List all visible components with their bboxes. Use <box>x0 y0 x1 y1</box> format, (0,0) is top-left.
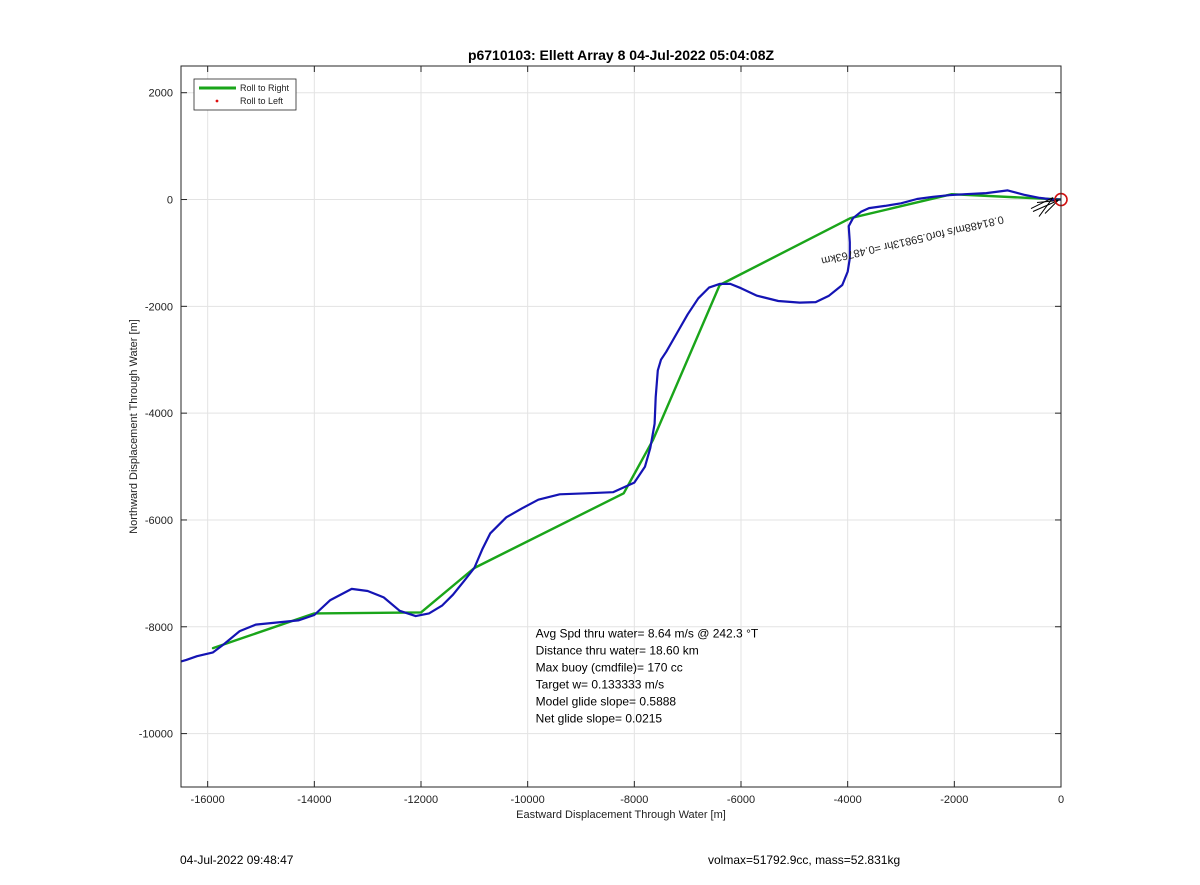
x-tick-label: -16000 <box>191 794 225 806</box>
y-tick-label: -4000 <box>145 408 173 420</box>
stats-line: Target w= 0.133333 m/s <box>536 677 664 691</box>
axis-ticks: -16000 -14000 -12000 -10000 -8000 -6000 -4000 -… <box>139 66 1064 806</box>
x-tick-label: -14000 <box>297 794 331 806</box>
legend-label-roll-left: Roll to Left <box>240 96 284 106</box>
x-tick-label: -2000 <box>940 794 968 806</box>
x-tick-label: -6000 <box>727 794 755 806</box>
y-tick-label: 0 <box>167 195 173 207</box>
stats-line: Avg Spd thru water= 8.64 m/s @ 242.3 °T <box>536 626 759 640</box>
y-tick-label: -8000 <box>145 622 173 634</box>
stats-line: Max buoy (cmdfile)= 170 cc <box>536 660 683 674</box>
y-tick-label: -2000 <box>145 301 173 313</box>
axes-frame <box>180 65 1062 788</box>
series-roll-to-right <box>211 192 1061 650</box>
legend-swatch-roll-left <box>215 99 219 103</box>
current-arrow-head <box>1036 199 1060 214</box>
y-tick-label: 2000 <box>149 88 173 100</box>
x-tick-label: 0 <box>1058 794 1064 806</box>
y-axis-label: Northward Displacement Through Water [m] <box>128 319 140 534</box>
current-arrow-shaft <box>1032 200 1059 212</box>
x-tick-label: -4000 <box>834 794 862 806</box>
legend-box <box>193 78 297 111</box>
footer-mass-info: volmax=51792.9cc, mass=52.831kg <box>708 853 901 867</box>
x-tick-label: -10000 <box>511 794 545 806</box>
stats-line: Distance thru water= 18.60 km <box>536 643 699 657</box>
stats-line: Net glide slope= 0.0215 <box>536 711 663 725</box>
chart-title: p6710103: Ellett Array 8 04-Jul-2022 05:… <box>468 47 775 63</box>
legend-label-roll-right: Roll to Right <box>240 83 290 93</box>
y-tick-label: -6000 <box>145 515 173 527</box>
x-tick-label: -8000 <box>620 794 648 806</box>
stats-line: Model glide slope= 0.5888 <box>536 694 677 708</box>
series-track <box>181 189 1061 663</box>
y-tick-label: -10000 <box>139 729 173 741</box>
current-arrow-head <box>1030 197 1054 217</box>
footer-timestamp: 04-Jul-2022 09:48:47 <box>180 853 294 867</box>
legend: Roll to Right Roll to Left <box>193 78 297 111</box>
data-series <box>181 189 1061 663</box>
grid-lines <box>181 66 1062 787</box>
x-tick-label: -12000 <box>404 794 438 806</box>
x-axis-label: Eastward Displacement Through Water [m] <box>516 809 726 821</box>
